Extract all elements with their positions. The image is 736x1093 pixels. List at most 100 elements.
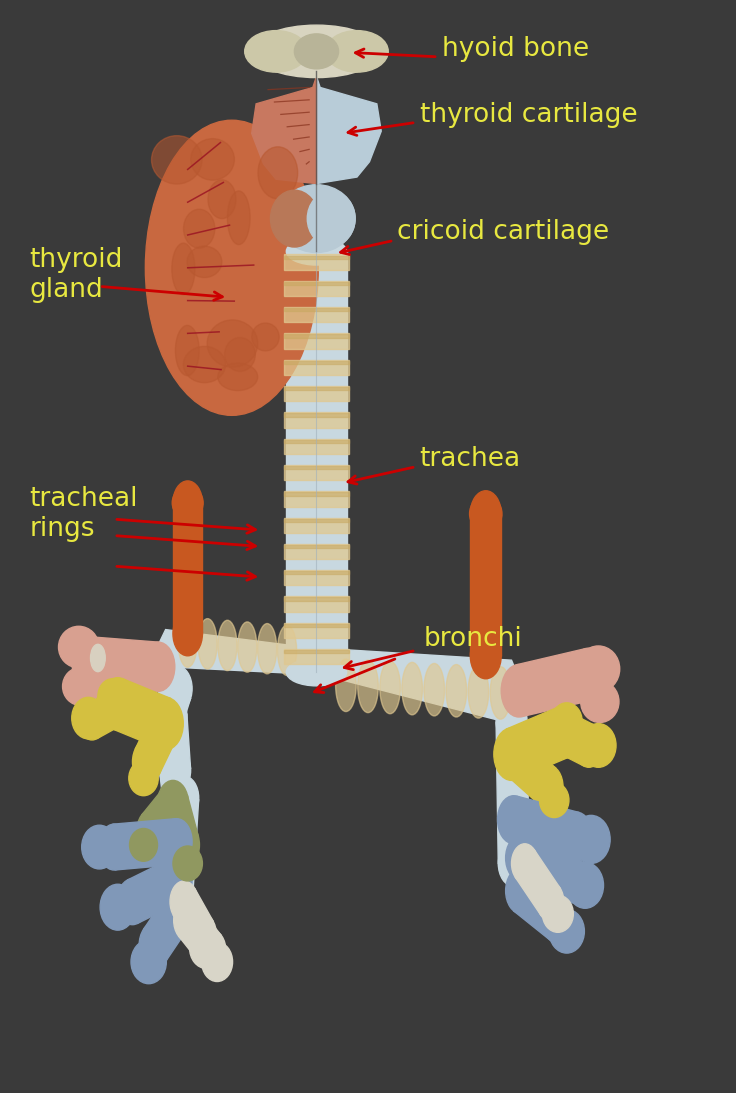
Bar [284, 649, 349, 665]
Polygon shape [162, 796, 199, 920]
Polygon shape [173, 889, 213, 948]
Polygon shape [135, 710, 177, 775]
Ellipse shape [506, 868, 537, 914]
Ellipse shape [325, 31, 389, 72]
Ellipse shape [506, 835, 537, 881]
Ellipse shape [446, 665, 467, 717]
Ellipse shape [470, 496, 502, 531]
Bar [284, 413, 349, 416]
Text: hyoid bone: hyoid bone [442, 36, 589, 62]
Ellipse shape [132, 740, 162, 784]
Ellipse shape [542, 895, 573, 932]
Ellipse shape [178, 616, 197, 667]
Ellipse shape [470, 633, 501, 679]
Bar [284, 308, 349, 312]
Ellipse shape [139, 922, 170, 968]
Ellipse shape [175, 326, 199, 376]
Bar [284, 360, 349, 375]
Bar [284, 386, 349, 401]
Ellipse shape [358, 660, 378, 713]
Ellipse shape [161, 890, 192, 936]
Ellipse shape [224, 338, 255, 372]
Bar [284, 518, 349, 521]
Ellipse shape [238, 622, 257, 672]
Ellipse shape [173, 846, 202, 881]
Ellipse shape [162, 896, 191, 940]
Ellipse shape [152, 136, 202, 184]
Ellipse shape [227, 191, 250, 245]
Ellipse shape [146, 120, 318, 415]
Ellipse shape [258, 623, 277, 673]
Ellipse shape [160, 751, 186, 790]
Polygon shape [470, 514, 501, 656]
Ellipse shape [183, 346, 226, 383]
Ellipse shape [494, 728, 529, 780]
Bar [284, 334, 349, 338]
Ellipse shape [551, 703, 582, 740]
Bar [284, 545, 349, 549]
Ellipse shape [188, 914, 216, 955]
Ellipse shape [163, 750, 191, 791]
Polygon shape [497, 705, 526, 754]
Ellipse shape [498, 796, 530, 844]
Ellipse shape [501, 665, 537, 717]
Text: thyroid
gland: thyroid gland [29, 247, 123, 304]
Bar [284, 465, 349, 480]
Polygon shape [506, 707, 568, 779]
Ellipse shape [131, 940, 166, 984]
Ellipse shape [567, 862, 604, 908]
Ellipse shape [161, 819, 192, 865]
Ellipse shape [59, 626, 99, 668]
Bar [286, 251, 347, 672]
Ellipse shape [91, 644, 105, 671]
Ellipse shape [117, 879, 148, 925]
Ellipse shape [496, 698, 527, 744]
Ellipse shape [557, 857, 588, 903]
Ellipse shape [207, 320, 258, 367]
Ellipse shape [286, 658, 347, 686]
Ellipse shape [539, 783, 569, 818]
Ellipse shape [548, 710, 578, 754]
Ellipse shape [581, 681, 619, 722]
Bar [284, 281, 349, 296]
Ellipse shape [171, 243, 195, 295]
Bar [284, 623, 349, 638]
Polygon shape [316, 77, 381, 184]
Polygon shape [88, 637, 159, 691]
Polygon shape [144, 896, 188, 962]
Ellipse shape [336, 659, 356, 712]
Bar [284, 544, 349, 560]
Ellipse shape [574, 724, 604, 767]
Ellipse shape [537, 882, 564, 921]
Ellipse shape [512, 844, 538, 883]
Bar [284, 624, 349, 627]
Ellipse shape [172, 486, 203, 519]
Text: cricoid cartilage: cricoid cartilage [397, 219, 609, 245]
Bar [284, 597, 349, 612]
Ellipse shape [191, 139, 234, 180]
Ellipse shape [103, 682, 132, 726]
Ellipse shape [286, 238, 347, 266]
Ellipse shape [137, 810, 165, 851]
Ellipse shape [534, 765, 563, 809]
Ellipse shape [424, 663, 445, 716]
Ellipse shape [497, 732, 526, 776]
Ellipse shape [159, 783, 187, 824]
Polygon shape [113, 819, 177, 870]
Polygon shape [511, 796, 579, 860]
Ellipse shape [202, 942, 233, 982]
Bar [284, 492, 349, 495]
Ellipse shape [244, 31, 307, 72]
Ellipse shape [99, 824, 130, 870]
Ellipse shape [198, 619, 217, 669]
Ellipse shape [581, 724, 616, 767]
Ellipse shape [100, 884, 135, 930]
Bar [284, 571, 349, 586]
Polygon shape [127, 858, 182, 924]
Ellipse shape [190, 927, 222, 968]
Ellipse shape [173, 612, 202, 656]
Ellipse shape [218, 363, 258, 390]
Bar [284, 361, 349, 364]
Ellipse shape [198, 930, 226, 972]
Ellipse shape [63, 667, 99, 706]
